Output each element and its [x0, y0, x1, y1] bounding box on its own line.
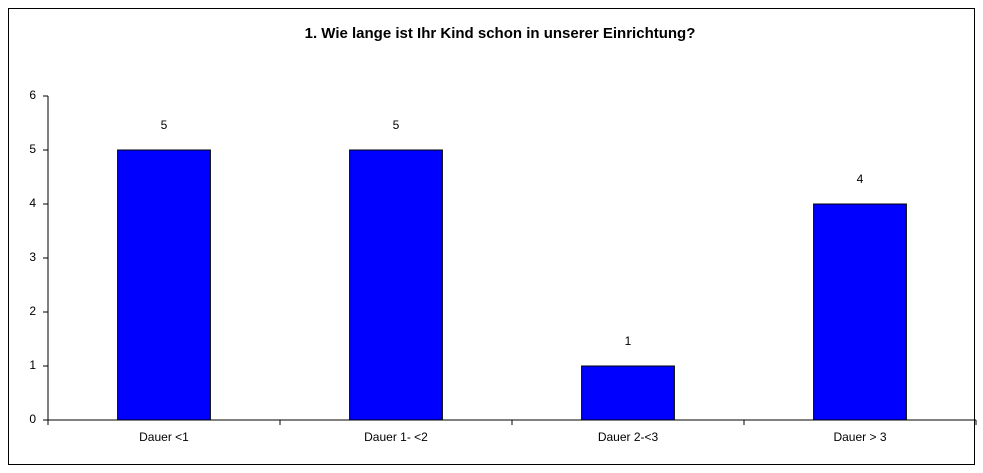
y-tick-label: 1	[29, 358, 36, 372]
x-tick-label: Dauer 1- <2	[364, 430, 428, 444]
y-tick-label: 4	[29, 196, 36, 210]
x-tick-label: Dauer > 3	[833, 430, 886, 444]
data-label: 4	[857, 172, 864, 186]
y-tick-label: 6	[29, 88, 36, 102]
bar	[349, 149, 443, 421]
bar	[813, 203, 907, 421]
chart-title: 1. Wie lange ist Ihr Kind schon in unser…	[305, 25, 696, 42]
y-tick-label: 5	[29, 142, 36, 156]
bar	[581, 365, 675, 421]
x-tick-label: Dauer <1	[139, 430, 189, 444]
data-label: 5	[161, 118, 168, 132]
data-label: 1	[625, 334, 632, 348]
data-label: 5	[393, 118, 400, 132]
x-tick-label: Dauer 2-<3	[598, 430, 659, 444]
y-tick-label: 3	[29, 250, 36, 264]
y-tick-label: 2	[29, 304, 36, 318]
bar	[117, 149, 211, 421]
y-tick-label: 0	[29, 412, 36, 426]
